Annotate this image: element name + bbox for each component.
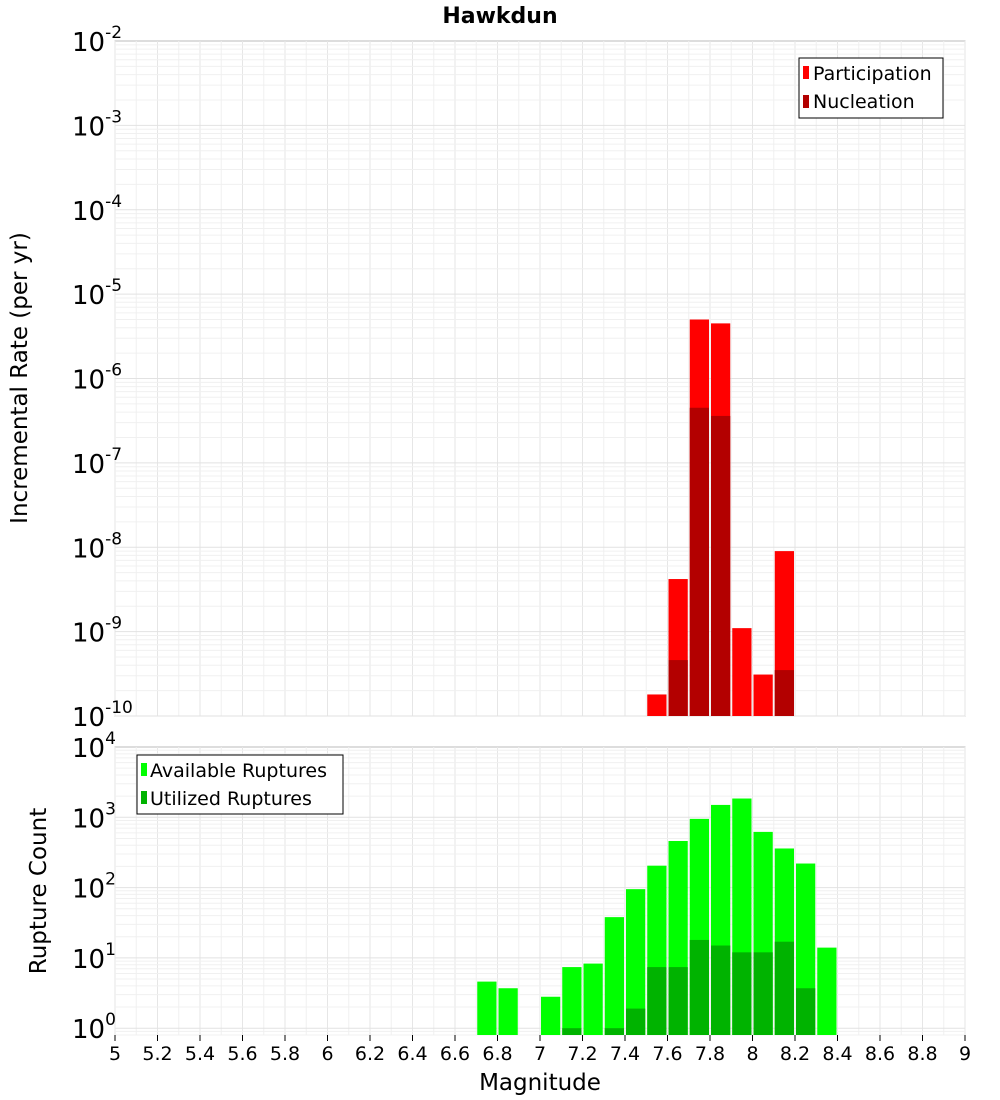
- bar-utilized-ruptures: [711, 945, 731, 1035]
- x-tick-label: 6.6: [440, 1043, 470, 1065]
- y-tick-label: 102: [72, 870, 116, 905]
- bar-utilized-ruptures: [732, 952, 752, 1035]
- y-tick-label: 10-8: [72, 529, 122, 564]
- bar-utilized-ruptures: [753, 952, 773, 1035]
- bar-available-ruptures: [817, 947, 837, 1035]
- bar-participation: [732, 628, 752, 716]
- x-tick-label: 8: [746, 1043, 758, 1065]
- top-legend: Participation Nucleation: [798, 57, 944, 119]
- bottom-y-axis-label: Rupture Count: [26, 808, 52, 974]
- x-tick-label: 5: [109, 1043, 121, 1065]
- x-ticks: 5 5.2 5.4 5.6 5.8 6 6.2 6.4 6.6 6.8 7 7.2 7.4 7.6 7.8 8…: [109, 1035, 971, 1065]
- bottom-y-ticks: 104 103 102 101 100: [72, 729, 116, 1045]
- x-tick-label: 8.8: [907, 1043, 937, 1065]
- bar-nucleation: [711, 415, 731, 716]
- bar-participation: [647, 694, 667, 716]
- bottom-legend-box: [136, 754, 344, 815]
- x-tick-label: 8.6: [865, 1043, 895, 1065]
- bar-utilized-ruptures: [626, 1008, 646, 1035]
- y-tick-label: 10-4: [72, 192, 122, 227]
- legend-label-participation: Participation: [813, 63, 932, 85]
- legend-swatch-utilized: [141, 791, 147, 804]
- x-tick-label: 6: [321, 1043, 333, 1065]
- y-tick-label: 10-10: [72, 698, 133, 733]
- y-tick-label: 10-5: [72, 276, 122, 311]
- bar-utilized-ruptures: [774, 941, 794, 1035]
- top-y-ticks: 10-2 10-3 10-4 10-5 10-6 10-7 10-8 10-9 10-10: [72, 23, 133, 733]
- top-plot: 10-2 10-3 10-4 10-5 10-6 10-7 10-8 10-9 10-10 In…: [7, 23, 966, 733]
- bar-utilized-ruptures: [668, 967, 688, 1035]
- legend-label-available: Available Ruptures: [150, 760, 327, 782]
- bar-available-ruptures: [562, 967, 582, 1035]
- x-tick-label: 7.6: [652, 1043, 682, 1065]
- bar-nucleation: [774, 670, 794, 716]
- y-tick-label: 10-6: [72, 361, 122, 396]
- top-y-axis-label: Incremental Rate (per yr): [7, 232, 33, 524]
- bar-available-ruptures: [604, 917, 624, 1035]
- y-tick-label: 101: [72, 940, 116, 975]
- x-tick-label: 6.8: [482, 1043, 512, 1065]
- y-tick-label: 104: [72, 729, 116, 764]
- y-tick-label: 10-2: [72, 23, 122, 58]
- bottom-legend: Available Ruptures Utilized Ruptures: [136, 754, 344, 815]
- bottom-plot: 104 103 102 101 100 5 5.2 5.4 5.6 5.8 6 6.2 6.4 6.6 6…: [26, 729, 971, 1096]
- y-tick-label: 100: [72, 1010, 116, 1045]
- chart-title: Hawkdun: [442, 4, 557, 29]
- bar-utilized-ruptures: [796, 988, 816, 1035]
- y-tick-label: 10-9: [72, 614, 122, 649]
- bar-utilized-ruptures: [562, 1028, 582, 1035]
- top-grid: [114, 41, 966, 717]
- x-tick-label: 5.4: [185, 1043, 215, 1065]
- legend-label-nucleation: Nucleation: [813, 91, 915, 113]
- x-tick-label: 7.8: [695, 1043, 725, 1065]
- bar-utilized-ruptures: [689, 939, 709, 1035]
- bar-available-ruptures: [626, 889, 646, 1035]
- x-tick-label: 5.6: [227, 1043, 257, 1065]
- x-tick-label: 6.4: [397, 1043, 427, 1065]
- x-tick-label: 8.2: [780, 1043, 810, 1065]
- bar-available-ruptures: [498, 988, 518, 1035]
- legend-swatch-available: [141, 763, 147, 776]
- x-tick-label: 7.4: [610, 1043, 640, 1065]
- top-bars: [647, 319, 794, 716]
- x-tick-label: 5.8: [270, 1043, 300, 1065]
- legend-label-utilized: Utilized Ruptures: [150, 788, 312, 810]
- bar-nucleation: [668, 660, 688, 716]
- bar-available-ruptures: [477, 981, 497, 1035]
- top-legend-box: [798, 57, 944, 119]
- legend-swatch-nucleation: [803, 95, 809, 108]
- x-tick-label: 7.2: [567, 1043, 597, 1065]
- bottom-grid: [114, 747, 966, 1036]
- y-tick-label: 103: [72, 799, 116, 834]
- y-tick-label: 10-7: [72, 445, 122, 480]
- x-tick-label: 7: [534, 1043, 546, 1065]
- bar-participation: [753, 674, 773, 716]
- x-tick-label: 8.4: [822, 1043, 852, 1065]
- y-tick-label: 10-3: [72, 107, 122, 142]
- x-tick-label: 6.2: [355, 1043, 385, 1065]
- x-tick-label: 5.2: [142, 1043, 172, 1065]
- x-tick-label: 9: [959, 1043, 971, 1065]
- bottom-bars: [477, 798, 837, 1035]
- bar-available-ruptures: [541, 996, 561, 1035]
- bar-nucleation: [689, 407, 709, 716]
- bar-utilized-ruptures: [647, 967, 667, 1035]
- x-axis-label: Magnitude: [479, 1070, 601, 1096]
- legend-swatch-participation: [803, 66, 809, 79]
- bar-available-ruptures: [583, 963, 603, 1035]
- bar-utilized-ruptures: [604, 1028, 624, 1035]
